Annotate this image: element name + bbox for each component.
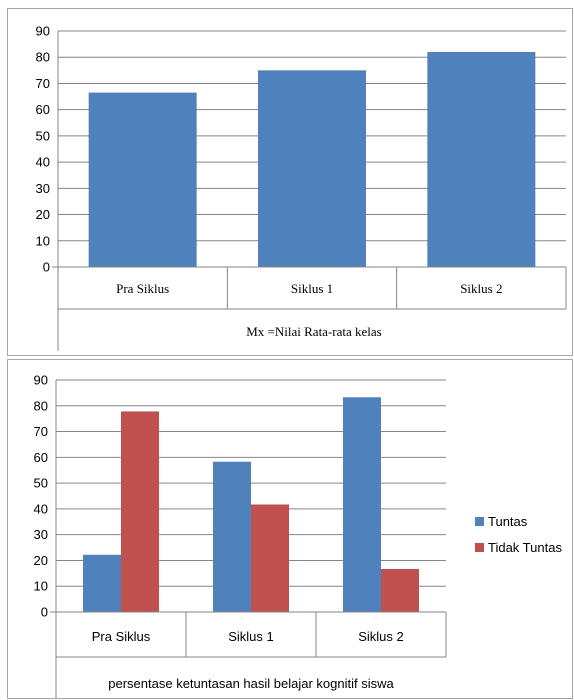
bar-tuntas-1 (213, 461, 251, 612)
legend-entry: Tuntas (488, 514, 528, 529)
y-tick-label: 90 (36, 24, 50, 39)
y-tick-label: 30 (34, 527, 48, 542)
y-tick-label: 50 (36, 128, 50, 143)
y-tick-label: 20 (34, 553, 48, 568)
average-score-bar-chart: 0 10 20 30 40 50 60 70 80 90 Pra Siklus Siklus 1 Sik… (36, 24, 567, 351)
x-tick-label: Siklus 1 (228, 629, 274, 644)
y-tick-label: 0 (43, 260, 50, 275)
y-tick-label: 90 (34, 373, 48, 388)
y-tick-label: 70 (34, 424, 48, 439)
y-tick-label: 10 (36, 233, 50, 248)
x-tick-label: Siklus 2 (358, 629, 404, 644)
bar-tuntas-0 (83, 554, 121, 612)
y-tick-label: 40 (34, 501, 48, 516)
y-tick-label: 0 (41, 605, 48, 620)
y-tick-label: 50 (34, 476, 48, 491)
bar-tidak-tuntas-2 (381, 568, 419, 612)
bar-tuntas-2 (343, 397, 381, 612)
bar-tidak-tuntas-1 (251, 504, 289, 612)
chart-panel-average-score: 0 10 20 30 40 50 60 70 80 90 Pra Siklus Siklus 1 Sik… (7, 8, 573, 356)
x-tick-label: Siklus 2 (460, 281, 502, 296)
legend-entry: Tidak Tuntas (488, 540, 562, 555)
x-tick-label: Pra Siklus (116, 281, 169, 296)
y-tick-label: 60 (34, 450, 48, 465)
legend-swatch (475, 517, 484, 526)
bar-value-2 (427, 51, 536, 267)
y-tick-label: 30 (36, 181, 50, 196)
bar-value-1 (258, 70, 366, 267)
y-tick-label: 20 (36, 207, 50, 222)
x-axis-label: persentase ketuntasan hasil belajar kogn… (108, 676, 394, 691)
bar-value-0 (88, 92, 197, 267)
y-tick-label: 10 (34, 579, 48, 594)
x-axis-label: Mx =Nilai Rata-rata kelas (246, 324, 381, 339)
y-tick-label: 60 (36, 102, 50, 117)
y-tick-label: 80 (36, 50, 50, 65)
x-tick-label: Siklus 1 (291, 281, 333, 296)
y-tick-label: 80 (34, 398, 48, 413)
legend-swatch (475, 543, 484, 552)
chart-panel-completeness: 0 10 20 30 40 50 60 70 80 90 Pra Siklus Siklus 1 Sik… (7, 359, 573, 699)
x-tick-label: Pra Siklus (92, 629, 151, 644)
y-tick-label: 70 (36, 76, 50, 91)
bar-tidak-tuntas-0 (121, 411, 159, 612)
y-tick-label: 40 (36, 155, 50, 170)
completeness-bar-chart: 0 10 20 30 40 50 60 70 80 90 Pra Siklus Siklus 1 Sik… (34, 373, 562, 698)
